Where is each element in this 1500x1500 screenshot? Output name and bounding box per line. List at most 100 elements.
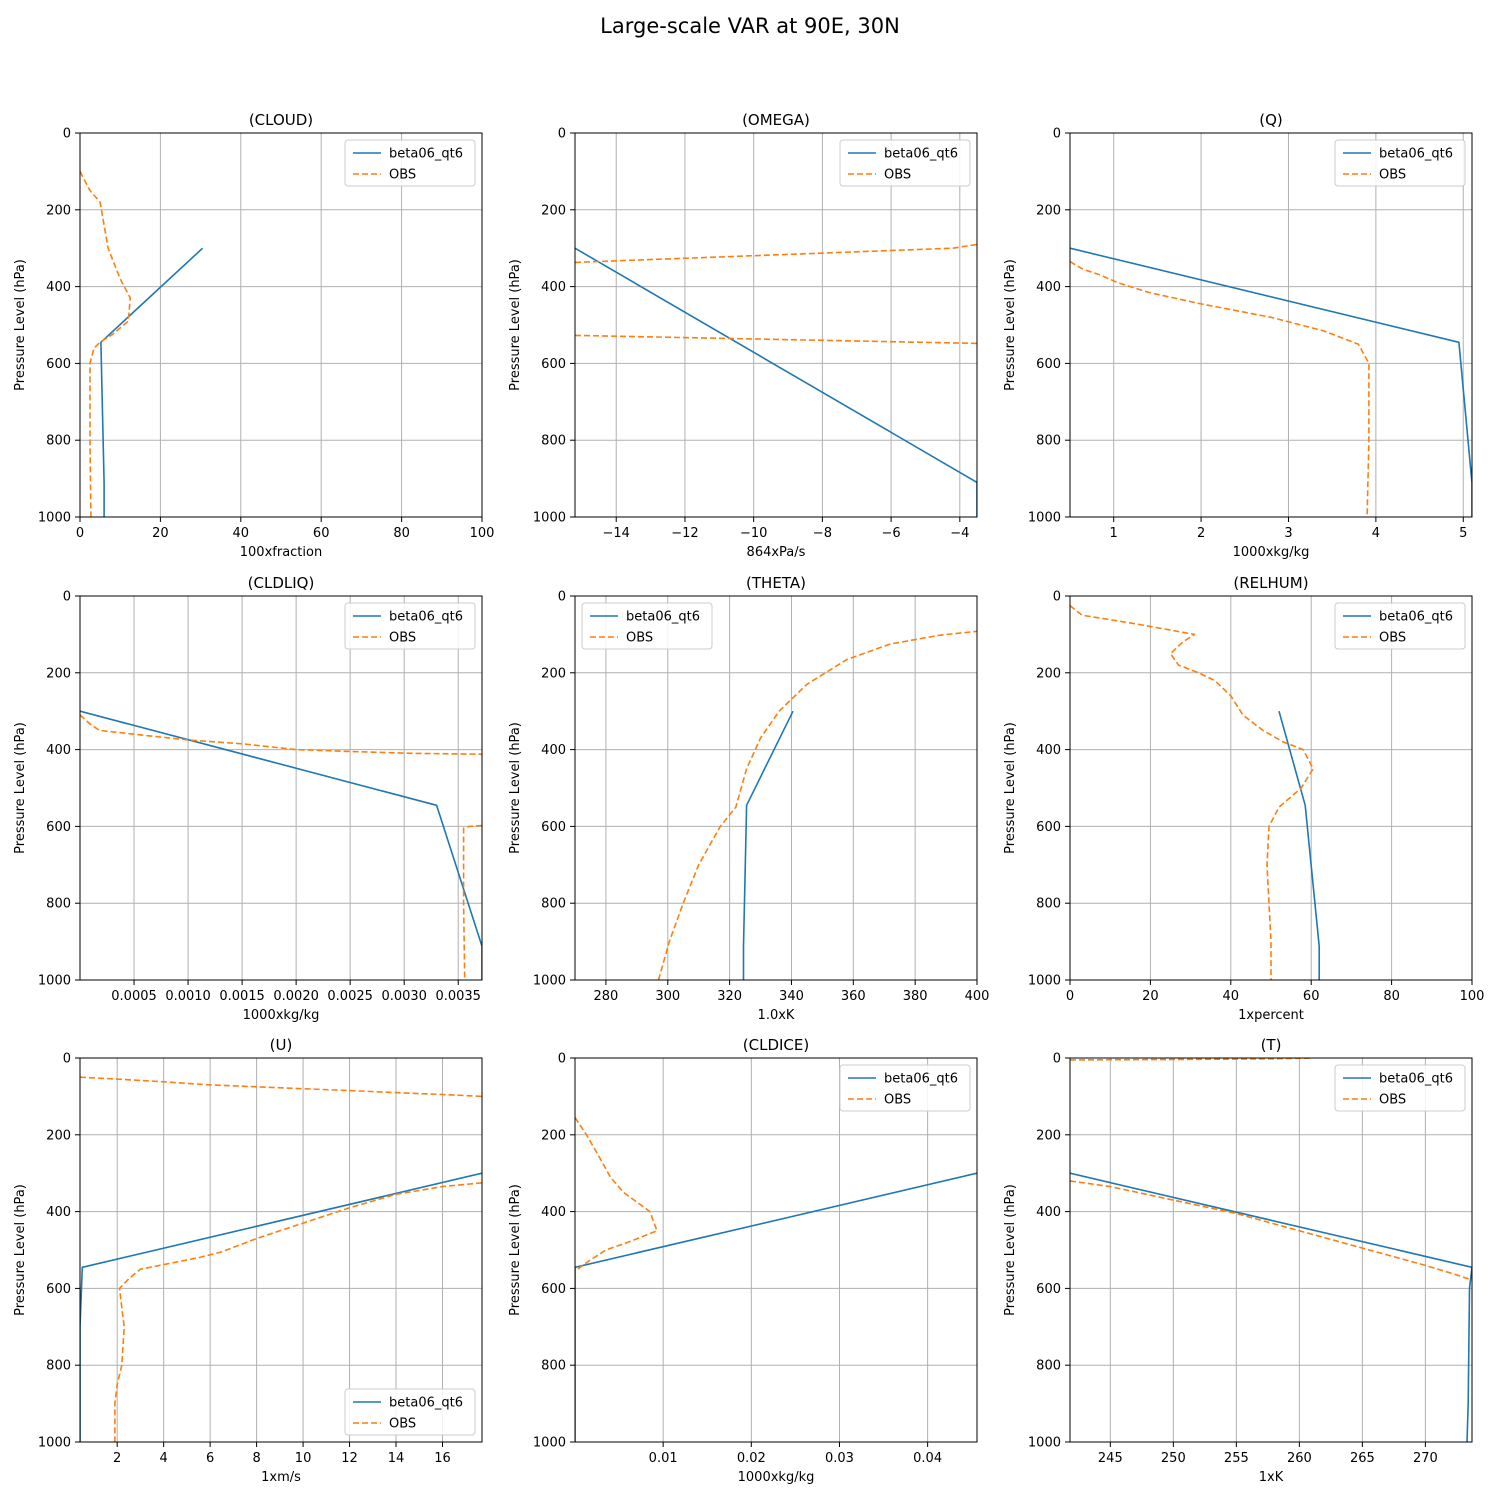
subplot-7: 0.01 0.02 0.03 0.04 0 200 400 600 800 1000 (CLDICE…: [508, 1036, 978, 1485]
y-tick-label: 800: [541, 897, 566, 912]
subplot-6: 2 4 6 8 10 12 14 16 0 200 400 600 800 1000 (U) 1xm/s Pre…: [13, 1036, 483, 1485]
legend: beta06_qt6 OBS: [581, 602, 713, 650]
legend-box: [1334, 1064, 1466, 1112]
y-tick-label: 1000: [38, 1436, 71, 1451]
y-tick-label: 200: [541, 1128, 566, 1143]
x-tick-label: 2: [1197, 526, 1205, 541]
x-tick-label: 255: [1224, 1451, 1249, 1466]
legend-box: [581, 602, 713, 650]
y-tick-label: 400: [1036, 1205, 1061, 1220]
legend-label: OBS: [884, 168, 911, 183]
x-tick-label: 10: [295, 1451, 312, 1466]
obs-series-line: [575, 1117, 658, 1272]
x-tick-label: 40: [1223, 989, 1240, 1004]
legend-label: beta06_qt6: [626, 610, 700, 625]
y-tick-label: 400: [1036, 280, 1061, 295]
plot-frame: [1069, 132, 1473, 518]
legend-label: beta06_qt6: [1379, 1072, 1453, 1087]
legend-label: OBS: [1379, 1093, 1406, 1108]
x-tick-label: 0: [1066, 989, 1074, 1004]
x-tick-label: 60: [313, 526, 330, 541]
legend: beta06_qt6 OBS: [344, 602, 476, 650]
y-tick-label: 200: [541, 666, 566, 681]
subplot-title: (THETA): [746, 574, 806, 592]
y-tick-label: 800: [46, 1359, 71, 1374]
y-axis-label: Pressure Level (hPa): [508, 1184, 523, 1316]
legend-box: [344, 1388, 476, 1436]
legend-label: beta06_qt6: [389, 1396, 463, 1411]
y-tick-label: 1000: [1028, 1436, 1061, 1451]
plot-frame: [574, 132, 978, 518]
plot-frame: [1069, 595, 1473, 981]
x-axis-label: 100xfraction: [240, 545, 322, 560]
x-axis-label: 1000xkg/kg: [1233, 545, 1310, 560]
x-axis-label: 864xPa/s: [747, 545, 806, 560]
x-tick-label: −10: [740, 526, 767, 541]
x-tick-label: 2: [113, 1451, 121, 1466]
subplot-3: 0.0005 0.0010 0.0015 0.0020 0.0025 0.0030 0.00…: [13, 574, 483, 1023]
y-tick-label: 1000: [533, 1436, 566, 1451]
x-tick-label: 4: [160, 1451, 168, 1466]
x-tick-label: 380: [903, 989, 928, 1004]
legend-box: [344, 139, 476, 187]
subplot-title: (T): [1261, 1036, 1282, 1054]
x-axis-label: 1000xkg/kg: [738, 1470, 815, 1485]
x-tick-label: 5: [1459, 526, 1467, 541]
y-tick-label: 1000: [38, 974, 71, 989]
x-tick-label: 100: [470, 526, 495, 541]
y-tick-label: 600: [541, 820, 566, 835]
x-tick-label: 0.0025: [327, 989, 373, 1004]
x-tick-label: 260: [1287, 1451, 1312, 1466]
obs-series-line: [114, 1182, 482, 1442]
x-axis-label: 1xpercent: [1238, 1008, 1304, 1023]
y-tick-label: 800: [1036, 897, 1061, 912]
y-tick-label: 1000: [1028, 974, 1061, 989]
y-tick-label: 0: [558, 127, 566, 142]
y-tick-label: 400: [541, 743, 566, 758]
subplot-title: (CLDICE): [743, 1036, 809, 1054]
y-tick-label: 800: [1036, 434, 1061, 449]
legend-box: [344, 602, 476, 650]
subplot-8: 245 250 255 260 265 270 0 200 400 600 800 1000 (T) 1x…: [1003, 1036, 1473, 1485]
subplot-title: (OMEGA): [742, 111, 810, 129]
plot-frame: [574, 595, 978, 981]
legend: beta06_qt6 OBS: [839, 139, 971, 187]
y-tick-label: 1000: [533, 974, 566, 989]
y-tick-label: 400: [46, 280, 71, 295]
x-tick-label: 40: [233, 526, 250, 541]
y-axis-label: Pressure Level (hPa): [1003, 259, 1018, 391]
x-tick-label: 3: [1284, 526, 1292, 541]
legend-label: OBS: [389, 168, 416, 183]
y-tick-label: 1000: [38, 511, 71, 526]
x-tick-label: −8: [813, 526, 832, 541]
x-tick-label: 0: [76, 526, 84, 541]
y-tick-label: 600: [1036, 1282, 1061, 1297]
y-axis-label: Pressure Level (hPa): [508, 259, 523, 391]
subplot-title: (CLDLIQ): [248, 574, 315, 592]
x-tick-label: 245: [1098, 1451, 1123, 1466]
model-series-line: [1070, 247, 1472, 517]
legend-box: [839, 139, 971, 187]
obs-series-line: [657, 630, 977, 980]
y-tick-label: 800: [46, 897, 71, 912]
x-tick-label: 0.0020: [273, 989, 319, 1004]
x-tick-label: 270: [1413, 1451, 1438, 1466]
x-tick-label: 12: [341, 1451, 358, 1466]
subplot-2: 1 2 3 4 5 0 200 400 600 800 1000 (Q) 1000xkg/kg Press…: [1003, 111, 1473, 560]
y-tick-label: 200: [541, 203, 566, 218]
y-tick-label: 0: [1053, 1052, 1061, 1067]
obs-series-line: [1070, 1058, 1313, 1061]
x-tick-label: 0.0005: [111, 989, 157, 1004]
x-tick-label: 300: [655, 989, 680, 1004]
x-tick-label: 4: [1372, 526, 1380, 541]
x-axis-label: 1xm/s: [261, 1470, 301, 1485]
y-tick-label: 0: [63, 127, 71, 142]
subplot-4: 280 300 320 340 360 380 400 0 200 400 600 800 1000 (T…: [508, 574, 989, 1023]
x-tick-label: 340: [779, 989, 804, 1004]
legend-label: OBS: [389, 631, 416, 646]
x-tick-label: 360: [841, 989, 866, 1004]
x-tick-label: 250: [1161, 1451, 1186, 1466]
x-tick-label: 1: [1110, 526, 1118, 541]
